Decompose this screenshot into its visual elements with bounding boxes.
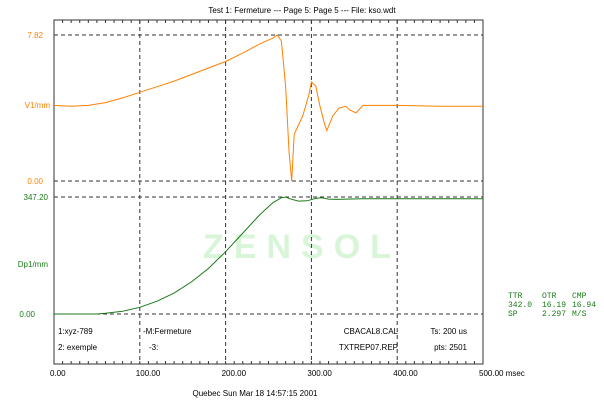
x-tick-label: 0.00 (50, 369, 66, 378)
x-tick-label: 100.00 (136, 369, 161, 378)
x-tick-label: 200.00 (222, 369, 247, 378)
watermark: ZENSOL (203, 228, 401, 266)
dp1-ytick-max: 347.20 (24, 193, 49, 202)
x-tick-label: 400.00 (393, 369, 418, 378)
chart-title: Test 1: Fermeture --- Page 5: Page 5 ---… (208, 6, 396, 15)
result-sp-label: SP (508, 310, 518, 319)
result-header-otr: OTR (542, 292, 557, 301)
info-left1: 1:xyz-789 (58, 327, 93, 336)
info-pts: pts: 2501 (434, 343, 467, 352)
result-sp-value: 2.297 (542, 310, 566, 319)
result-cmp: 16.94 (572, 301, 596, 310)
dp1-ylabel: Dp1/mm (18, 260, 49, 269)
result-header-ttr: TTR (508, 292, 523, 301)
info-ts: Ts: 200 us (431, 327, 467, 336)
result-header-cmp: CMP (572, 292, 587, 301)
v1-series-line (53, 34, 483, 182)
info-mid2: -3: (149, 343, 158, 352)
v1-ytick-min: 0.00 (27, 177, 43, 186)
x-tick-label: 300.00 (307, 369, 332, 378)
info-file1: CBACAL8.CAL (344, 327, 399, 336)
v1-ylabel: V1/mm (25, 101, 51, 110)
dp1-ytick-min: 0.00 (19, 310, 35, 319)
result-sp-unit: M/S (572, 310, 587, 319)
dp1-series-line (54, 196, 483, 315)
result-otr: 16.19 (542, 301, 566, 310)
x-tick-label: 500.00 msec (479, 369, 525, 378)
footer-timestamp: Quebec Sun Mar 18 14:57:15 2001 (193, 389, 319, 398)
info-mid1: -M:Fermeture (143, 327, 192, 336)
result-ttr: 342.0 (508, 301, 532, 310)
info-file2: TXTREP07.REP (339, 343, 398, 352)
plot-frame (53, 19, 484, 365)
info-left2: 2: exemple (58, 343, 98, 352)
v1-ytick-max: 7.82 (27, 31, 43, 40)
